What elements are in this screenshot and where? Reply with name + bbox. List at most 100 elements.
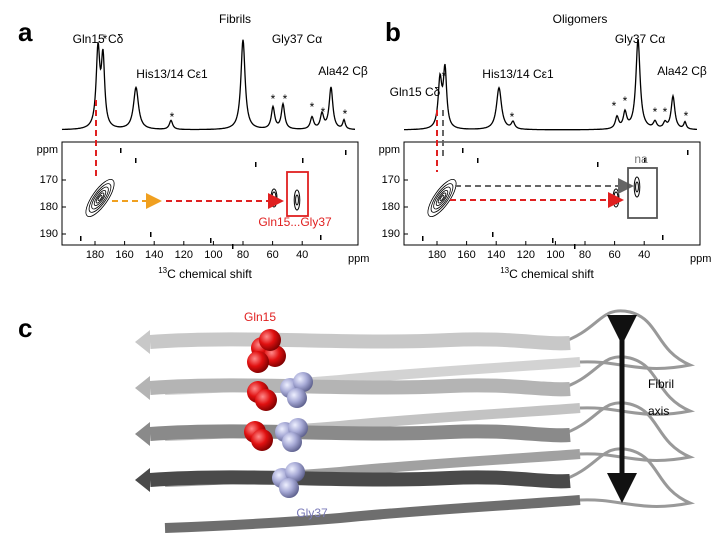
y-tick-label: 170 bbox=[40, 174, 58, 186]
axis-label: axis bbox=[648, 404, 669, 418]
asterisk: * bbox=[684, 109, 689, 123]
panel-title: Oligomers bbox=[553, 12, 608, 26]
asterisk: * bbox=[623, 94, 628, 108]
beta-strand bbox=[149, 424, 571, 443]
strand-arrow bbox=[135, 422, 150, 446]
speck bbox=[574, 244, 576, 249]
speck bbox=[120, 148, 122, 153]
spectrum bbox=[61, 39, 355, 131]
x-tick-label: 120 bbox=[517, 249, 535, 261]
gln-atom bbox=[259, 329, 281, 351]
speck bbox=[135, 158, 137, 163]
x-unit: ppm bbox=[690, 253, 711, 265]
plot-frame bbox=[403, 141, 701, 246]
speck bbox=[662, 235, 664, 240]
annotation: Gln15...Gly37 bbox=[258, 215, 332, 229]
gly-atom bbox=[285, 462, 305, 482]
panel-title: Fibrils bbox=[219, 12, 251, 26]
loop bbox=[559, 447, 696, 508]
label-text: C chemical shift bbox=[167, 267, 252, 281]
x-tick-label: 140 bbox=[145, 249, 163, 261]
speck bbox=[552, 238, 554, 243]
speck bbox=[320, 235, 322, 240]
gln-atom bbox=[255, 389, 277, 411]
speck bbox=[150, 232, 152, 237]
contour bbox=[93, 190, 107, 206]
panel-label: c bbox=[18, 313, 32, 343]
asterisk: * bbox=[612, 99, 617, 113]
x-unit: ppm bbox=[348, 253, 369, 265]
label-text: C chemical shift bbox=[509, 267, 594, 281]
x-axis-label: 13C chemical shift bbox=[500, 266, 594, 281]
peak-label: Gly37 Cα bbox=[272, 32, 322, 46]
beta-strand-back bbox=[164, 495, 581, 533]
x-tick-label: 120 bbox=[175, 249, 193, 261]
asterisk: * bbox=[442, 69, 447, 83]
strand-arrow bbox=[135, 376, 150, 400]
peak-label: Ala42 Cβ bbox=[318, 64, 368, 78]
strand-arrow bbox=[135, 330, 150, 354]
y-tick-label: 190 bbox=[382, 228, 400, 240]
x-tick-label: 180 bbox=[86, 249, 104, 261]
contour bbox=[97, 195, 103, 201]
peak-label: Ala42 Cβ bbox=[657, 64, 707, 78]
contour bbox=[427, 179, 457, 217]
asterisk: * bbox=[510, 110, 515, 124]
x-tick-label: 60 bbox=[266, 249, 278, 261]
contour bbox=[85, 179, 115, 217]
speck bbox=[687, 150, 689, 155]
asterisk: * bbox=[283, 92, 288, 106]
highlight-box bbox=[286, 171, 309, 217]
contour bbox=[635, 181, 639, 193]
gly-atom bbox=[279, 478, 299, 498]
strand-arrow bbox=[135, 468, 150, 492]
peak-label: Gln15 Cδ bbox=[73, 32, 124, 46]
speck bbox=[210, 238, 212, 243]
y-tick-label: 180 bbox=[382, 201, 400, 213]
highlight-box bbox=[627, 167, 658, 219]
spectrum bbox=[404, 39, 697, 131]
speck bbox=[422, 236, 424, 241]
superscript: 13 bbox=[500, 266, 509, 275]
beta-strand bbox=[149, 332, 571, 351]
residue-label: Gln15 bbox=[244, 310, 276, 324]
contour bbox=[88, 183, 112, 213]
asterisk: * bbox=[170, 110, 175, 124]
asterisk: * bbox=[343, 107, 348, 121]
contour bbox=[613, 191, 619, 205]
panels: a Fibrils Gln15 Cδ His13/14 Cε1 Gly37 Cα Ala4… bbox=[18, 12, 711, 281]
x-tick-label: 40 bbox=[296, 249, 308, 261]
speck bbox=[80, 236, 82, 241]
speck bbox=[255, 162, 257, 167]
x-axis-label: 13C chemical shift bbox=[158, 266, 252, 281]
contour bbox=[430, 183, 454, 213]
structure: c Gln15 Gly37 Fibril axis bbox=[18, 309, 696, 533]
x-tick-label: 60 bbox=[608, 249, 620, 261]
plot-frame bbox=[61, 141, 359, 246]
annotation: na bbox=[634, 152, 648, 166]
speck bbox=[302, 158, 304, 163]
x-tick-label: 80 bbox=[237, 249, 249, 261]
speck bbox=[462, 148, 464, 153]
contour bbox=[437, 192, 447, 204]
gln-atom bbox=[251, 429, 273, 451]
speck bbox=[644, 158, 646, 163]
contour bbox=[95, 192, 105, 204]
panel-label: b bbox=[385, 17, 401, 47]
peak-label: Gly37 Cα bbox=[615, 32, 665, 46]
residue-label: Gly37 bbox=[296, 506, 328, 520]
asterisk: * bbox=[321, 105, 326, 119]
x-tick-label: 100 bbox=[546, 249, 564, 261]
asterisk: * bbox=[653, 105, 658, 119]
peak-label: His13/14 Cε1 bbox=[482, 67, 554, 81]
asterisk: * bbox=[271, 92, 276, 106]
y-unit: ppm bbox=[37, 144, 58, 156]
speck bbox=[492, 232, 494, 237]
x-tick-label: 160 bbox=[115, 249, 133, 261]
x-tick-label: 160 bbox=[457, 249, 475, 261]
axis-label: Fibril bbox=[648, 377, 674, 391]
asterisk: * bbox=[103, 32, 108, 46]
speck bbox=[477, 158, 479, 163]
gln-atom bbox=[247, 351, 269, 373]
